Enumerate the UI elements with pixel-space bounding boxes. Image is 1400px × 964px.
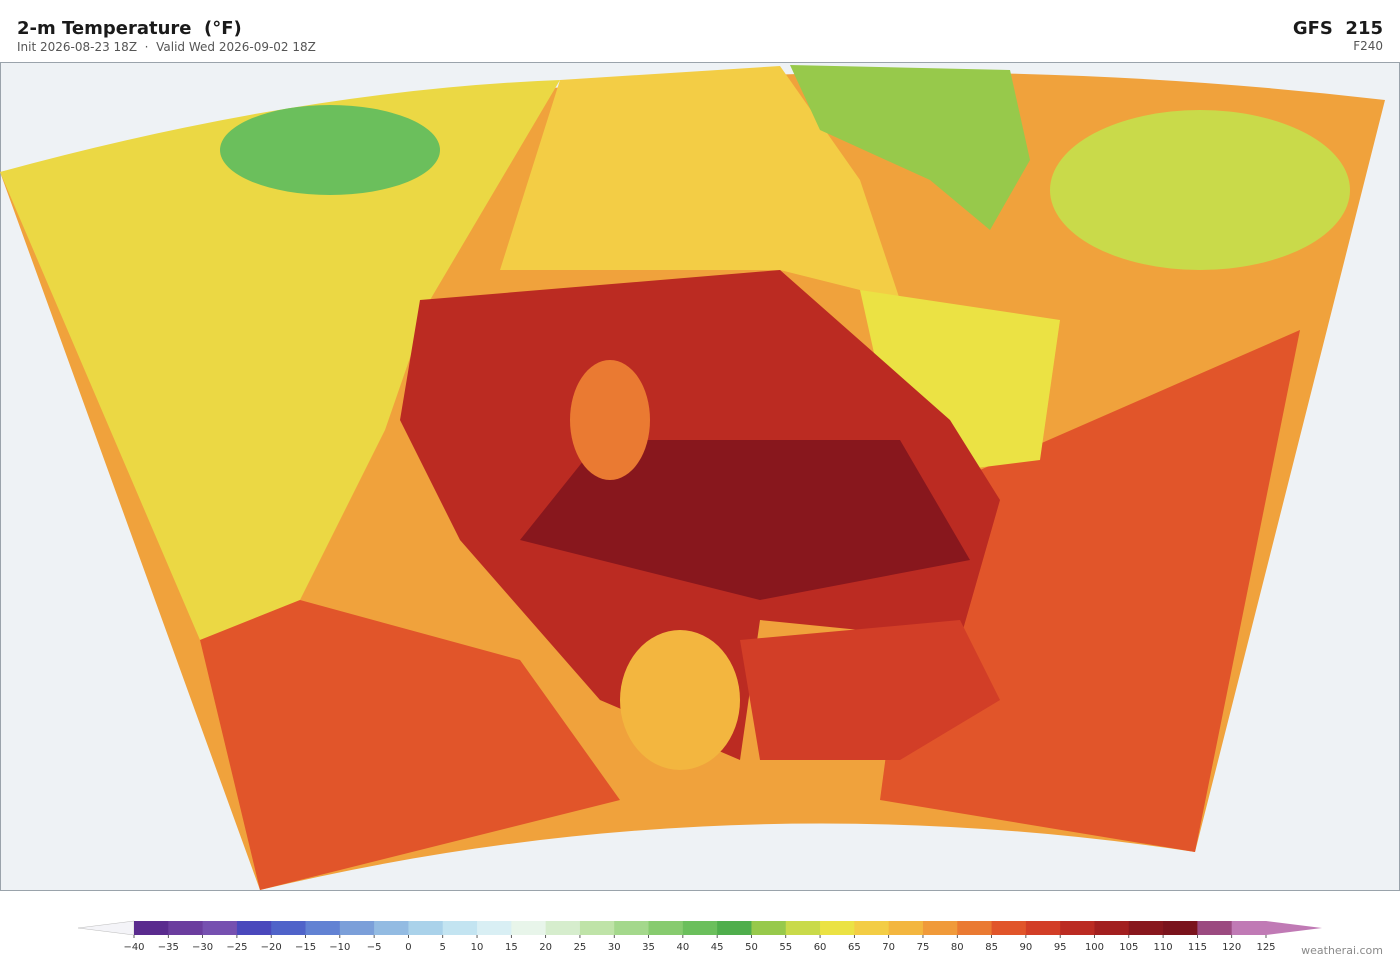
colorbar-bin <box>339 921 375 935</box>
colorbar-bin <box>1163 921 1198 935</box>
colorbar-bin <box>820 921 855 935</box>
colorbar-bin <box>305 921 341 935</box>
colorbar-bin <box>1025 921 1061 935</box>
colorbar-bin <box>1231 921 1267 935</box>
temp-region <box>620 630 740 770</box>
colorbar-tick-label: 10 <box>471 942 484 953</box>
colorbar-bin <box>1197 921 1233 935</box>
colorbar-tick-label: 90 <box>1020 942 1033 953</box>
temp-region <box>790 65 1030 230</box>
colorbar-tick-label: 35 <box>642 942 655 953</box>
colorbar-tick-label: 115 <box>1188 942 1207 953</box>
colorbar-bin <box>751 921 787 935</box>
colorbar-tick-label: 65 <box>848 942 861 953</box>
colorbar-tick-label: 80 <box>951 942 964 953</box>
colorbar-tick-label: 40 <box>676 942 689 953</box>
colorbar-bin <box>134 921 169 935</box>
colorbar-tick-label: 100 <box>1085 942 1104 953</box>
temp-region <box>570 360 650 480</box>
temp-region <box>500 66 900 300</box>
temp-region <box>220 105 440 195</box>
colorbar-tick-label: 15 <box>505 942 518 953</box>
colorbar-tick-label: 20 <box>539 942 552 953</box>
colorbar-tick-label: 95 <box>1054 942 1067 953</box>
colorbar-bin <box>991 921 1027 935</box>
colorbar-tick-label: −25 <box>226 942 247 953</box>
colorbar-bin <box>545 921 581 935</box>
temp-region <box>880 330 1300 852</box>
colorbar-tick-label: 70 <box>882 942 895 953</box>
colorbar-tick-label: 45 <box>711 942 724 953</box>
temp-region <box>0 80 560 640</box>
colorbar-bin <box>957 921 993 935</box>
colorbar-bin <box>271 921 307 935</box>
colorbar-tick-label: 0 <box>405 942 411 953</box>
colorbar-bin <box>717 921 752 935</box>
colorbar-tick-label: 25 <box>574 942 587 953</box>
colorbar-bin <box>442 921 478 935</box>
colorbar-bin <box>202 921 238 935</box>
colorbar-bin <box>168 921 204 935</box>
colorbar-bin <box>579 921 615 935</box>
colorbar-tick-label: 60 <box>814 942 827 953</box>
colorbar-bin <box>854 921 890 935</box>
colorbar-tick-label: 55 <box>779 942 792 953</box>
colorbar-bin <box>1060 921 1095 935</box>
colorbar-bin <box>682 921 718 935</box>
colorbar-bin <box>477 921 512 935</box>
colorbar-tick-label: −15 <box>295 942 316 953</box>
colorbar-tick-label: −10 <box>329 942 350 953</box>
colorbar-bin <box>888 921 924 935</box>
colorbar-tick-label: 105 <box>1119 942 1138 953</box>
colorbar-bin <box>1094 921 1130 935</box>
map <box>0 62 1400 891</box>
model-label: GFS 215 <box>1293 18 1383 39</box>
colorbar-tick-label: 125 <box>1256 942 1275 953</box>
colorbar-tick-label: 120 <box>1222 942 1241 953</box>
colorbar-tick-label: 75 <box>917 942 930 953</box>
colorbar-bin <box>922 921 958 935</box>
temp-region <box>520 440 970 600</box>
colorbar-bin <box>648 921 684 935</box>
temp-region <box>1050 110 1350 270</box>
colorbar-bin <box>785 921 821 935</box>
colorbar-under <box>77 920 135 936</box>
colorbar-bin <box>614 921 650 935</box>
colorbar-bin <box>408 921 444 935</box>
colorbar-tick-label: −20 <box>261 942 282 953</box>
colorbar-bin <box>236 921 272 935</box>
colorbar-tick-label: 5 <box>440 942 446 953</box>
temp-region <box>740 620 1000 760</box>
colorbar-bin <box>374 921 409 935</box>
title: 2-m Temperature (°F) <box>17 18 242 39</box>
colorbar-tick-label: −40 <box>123 942 144 953</box>
colorbar-over <box>1266 921 1322 935</box>
forecast-hour: F240 <box>1353 39 1383 53</box>
colorbar-bin <box>1128 921 1164 935</box>
subtitle: Init 2026-08-23 18Z · Valid Wed 2026-09-… <box>17 40 316 54</box>
credit: weatherai.com <box>1301 944 1383 957</box>
colorbar-tick-label: −35 <box>158 942 179 953</box>
temp-region <box>200 600 620 890</box>
colorbar-tick-label: 30 <box>608 942 621 953</box>
colorbar-tick-label: −30 <box>192 942 213 953</box>
colorbar-tick-label: 85 <box>985 942 998 953</box>
temp-region <box>860 290 1060 470</box>
colorbar-bin <box>511 921 547 935</box>
colorbar-tick-label: 110 <box>1154 942 1173 953</box>
colorbar-tick-label: −5 <box>367 942 382 953</box>
colorbar: −40 −35 −30 −25 −20 −15 −10 −5 0 5 10 15 20 25 30 35 40 4… <box>77 920 1322 953</box>
colorbar-tick-label: 50 <box>745 942 758 953</box>
